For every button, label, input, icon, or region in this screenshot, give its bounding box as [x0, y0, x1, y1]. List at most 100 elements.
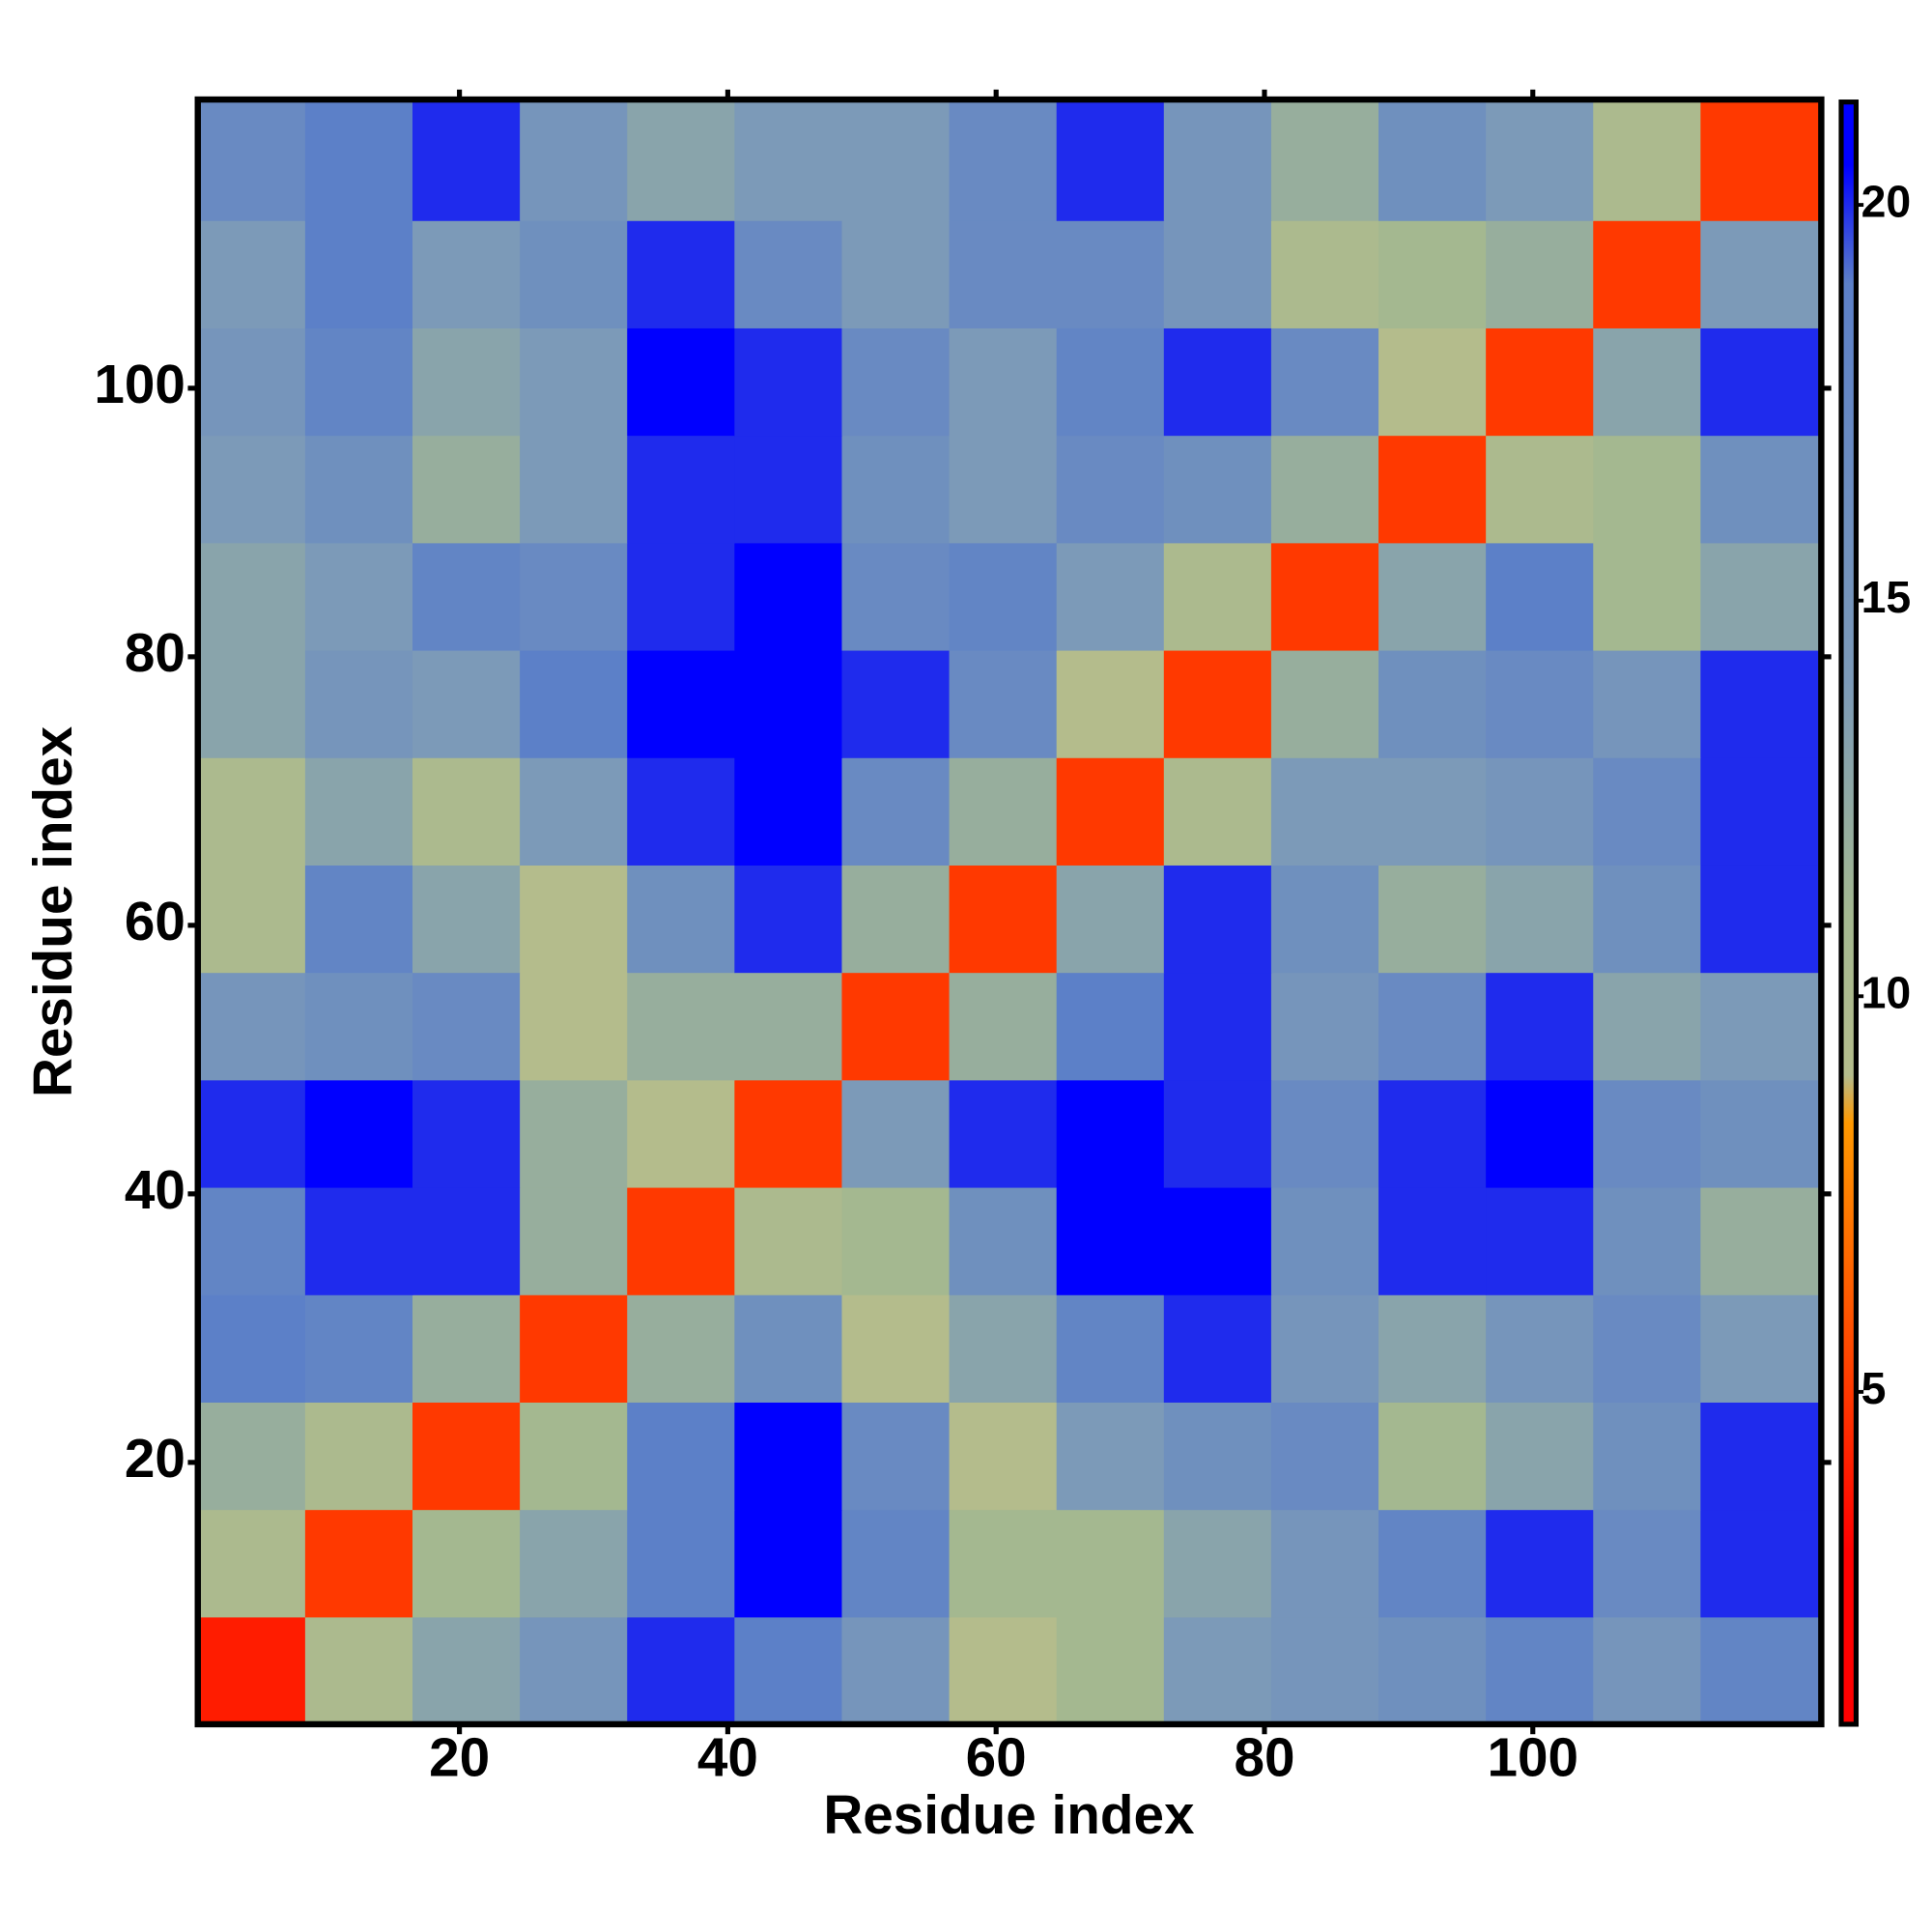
heatmap-cell: [520, 1294, 628, 1403]
heatmap-cell: [1378, 1402, 1487, 1511]
heatmap-cell: [1163, 649, 1272, 758]
heatmap-cell: [841, 649, 951, 758]
x-tick-label: 60: [966, 1728, 1027, 1789]
heatmap-cell: [1486, 1402, 1594, 1511]
heatmap-cell: [412, 972, 521, 1081]
heatmap-cell: [627, 220, 735, 328]
heatmap-cell: [412, 542, 521, 651]
heatmap-cell: [1270, 649, 1379, 758]
heatmap-cell: [734, 1616, 843, 1725]
heatmap-cell: [412, 1509, 521, 1618]
heatmap-cell: [412, 435, 521, 544]
heatmap-cell: [1163, 1509, 1272, 1618]
heatmap-cell: [949, 1616, 1058, 1725]
heatmap-cell: [1270, 972, 1379, 1081]
heatmap-cell: [412, 220, 521, 328]
heatmap-cell: [949, 757, 1058, 866]
heatmap-cell: [949, 99, 1058, 221]
heatmap-cell: [304, 1509, 413, 1618]
colorbar-tick-label: 10: [1861, 968, 1912, 1018]
heatmap-cell: [304, 649, 413, 758]
heatmap-cell: [1163, 972, 1272, 1081]
heatmap-cell: [520, 99, 628, 221]
heatmap-cell: [1163, 327, 1272, 437]
heatmap-cell: [1700, 1616, 1823, 1725]
heatmap-cell: [1593, 1616, 1702, 1725]
heatmap-cell: [1378, 220, 1487, 328]
heatmap-cell: [949, 220, 1058, 328]
heatmap-cell: [1056, 757, 1165, 866]
heatmap-cell: [949, 865, 1058, 974]
heatmap-cell: [1056, 327, 1165, 437]
heatmap-cell: [1700, 757, 1823, 866]
heatmap-cell: [1593, 972, 1702, 1081]
heatmap-cell: [1700, 1079, 1823, 1188]
heatmap-cell: [734, 1402, 843, 1511]
heatmap-cell: [1163, 1079, 1272, 1188]
heatmap-cell: [197, 972, 306, 1081]
heatmap-cell: [1486, 220, 1594, 328]
heatmap-cell: [1378, 1186, 1487, 1295]
heatmap-cell: [1270, 435, 1379, 544]
heatmap-cell: [841, 1616, 951, 1725]
heatmap-cell: [841, 865, 951, 974]
heatmap-cell: [949, 435, 1058, 544]
heatmap-cell: [734, 1509, 843, 1618]
colorbar-tick-label: 20: [1861, 176, 1912, 226]
heatmap-cell: [949, 972, 1058, 1081]
heatmap-cell: [197, 1509, 306, 1618]
heatmap-cell: [627, 1294, 735, 1403]
heatmap-cell: [841, 542, 951, 651]
heatmap-cell: [841, 972, 951, 1081]
heatmap-cell: [841, 435, 951, 544]
heatmap-cell: [304, 1294, 413, 1403]
heatmap-cell: [734, 542, 843, 651]
heatmap-cell: [1486, 1186, 1594, 1295]
heatmap-cell: [412, 1186, 521, 1295]
heatmap-cell: [841, 1079, 951, 1188]
heatmap-cell: [1163, 865, 1272, 974]
heatmap-cell: [412, 99, 521, 221]
heatmap-cell: [1700, 542, 1823, 651]
heatmap-cell: [1378, 1079, 1487, 1188]
heatmap-cell: [1163, 435, 1272, 544]
heatmap-cell: [1700, 649, 1823, 758]
heatmap-cell: [1486, 1509, 1594, 1618]
heatmap-cell: [1056, 649, 1165, 758]
heatmap-cell: [1163, 1402, 1272, 1511]
y-tick-label: 20: [125, 1429, 185, 1490]
heatmap-cell: [627, 865, 735, 974]
heatmap-cell: [627, 1402, 735, 1511]
heatmap-cell: [734, 1079, 843, 1188]
heatmap-cell: [949, 649, 1058, 758]
heatmap-cell: [1056, 1509, 1165, 1618]
heatmap-cell: [520, 542, 628, 651]
heatmap-cell: [841, 99, 951, 221]
heatmap-cell: [627, 542, 735, 651]
heatmap-cell: [412, 1616, 521, 1725]
heatmap-cell: [734, 99, 843, 221]
heatmap-cell: [1486, 542, 1594, 651]
heatmap-cell: [627, 327, 735, 437]
heatmap-cell: [734, 865, 843, 974]
heatmap-cell: [734, 435, 843, 544]
heatmap-cell: [304, 972, 413, 1081]
heatmap-cell: [949, 542, 1058, 651]
heatmap-cell: [1378, 327, 1487, 437]
heatmap-cell: [734, 757, 843, 866]
heatmap-cell: [734, 1294, 843, 1403]
heatmap-cell: [520, 435, 628, 544]
heatmap-cell: [949, 1186, 1058, 1295]
heatmap-cell: [1056, 99, 1165, 221]
heatmap-cell: [1593, 1509, 1702, 1618]
heatmap-cell: [627, 1079, 735, 1188]
heatmap-cell: [734, 1186, 843, 1295]
heatmap-cell: [949, 1509, 1058, 1618]
heatmap-cell: [1378, 865, 1487, 974]
x-tick-label: 20: [429, 1728, 490, 1789]
heatmap-cell: [1700, 435, 1823, 544]
heatmap-cell: [1486, 1294, 1594, 1403]
heatmap-cell: [627, 435, 735, 544]
heatmap-cell: [197, 865, 306, 974]
